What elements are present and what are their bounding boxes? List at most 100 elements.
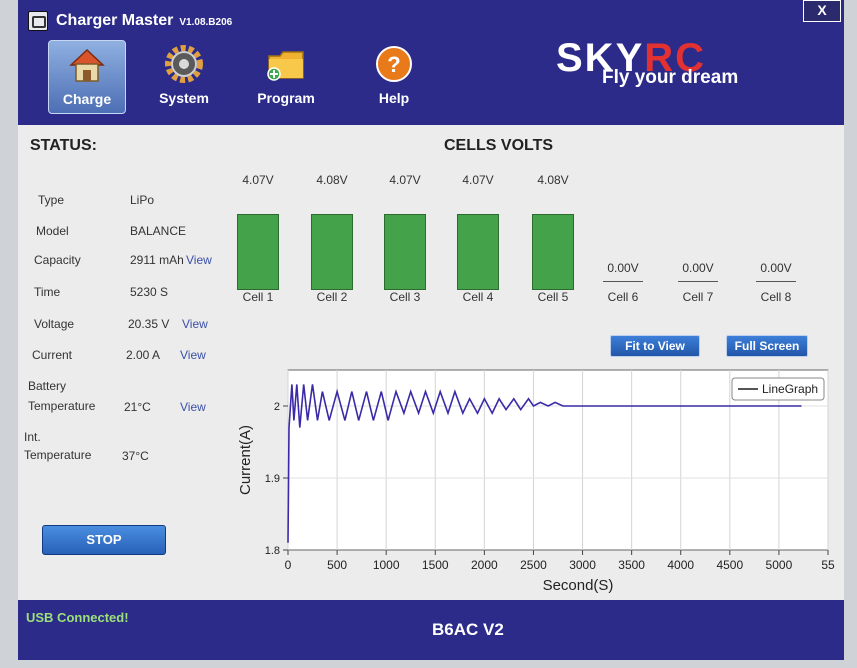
nav-help-label: Help [378,90,410,106]
app-title-text: Charger Master [56,12,174,29]
brand-slogan: Fly your dream [602,67,739,88]
cell-5-voltage: 4.08V [537,173,569,187]
house-icon [69,48,105,82]
nav-charge-button[interactable]: Charge [48,40,126,114]
y-axis-label: Current(A) [237,425,254,495]
usb-status: USB Connected! [26,610,129,625]
current-value: 2.00 A [126,348,161,362]
x-tick-label: 1000 [373,558,400,572]
x-tick-label: 3000 [569,558,596,572]
cell-8-label: Cell 8 [760,290,792,304]
mode-label: Model [36,224,69,238]
cell-3-bar [384,214,426,290]
nav-program-label: Program [257,90,315,106]
help-icon: ? [376,46,412,82]
x-tick-label: 2500 [520,558,547,572]
app-window: Charger Master V1.08.B206 X Charge System… [18,0,844,660]
app-version: V1.08.B206 [179,17,233,28]
cell-2-voltage: 4.08V [316,173,348,187]
x-tick-label: 4500 [716,558,743,572]
y-tick-label: 1.9 [265,473,280,485]
title-bar: Charger Master V1.08.B206 X [18,0,844,38]
type-value: LiPo [130,193,155,207]
battery-temp-value: 21°C [124,400,151,414]
legend-label: LineGraph [762,382,818,396]
cell-4-voltage: 4.07V [462,173,494,187]
cell-3-label: Cell 3 [389,290,421,304]
cell-7-label: Cell 7 [682,290,714,304]
cell-8-empty-line [756,281,796,282]
x-tick-label: 4000 [667,558,694,572]
current-label: Current [32,348,73,362]
cell-6-label: Cell 6 [607,290,639,304]
x-tick-label: 55 [821,558,835,572]
nav-system-button[interactable]: System [146,40,222,112]
nav-program-button[interactable]: Program [248,40,324,112]
folder-icon [267,51,304,81]
status-title: STATUS: [30,137,97,154]
capacity-value: 2911 mAh [130,253,184,267]
cell-4-bar [457,214,499,290]
fit-to-view-button[interactable]: Fit to View [610,335,700,357]
x-tick-label: 500 [327,558,347,572]
cell-4-label: Cell 4 [462,290,494,304]
cell-5-label: Cell 5 [537,290,569,304]
x-tick-label: 1500 [422,558,449,572]
battery-temp-label-line2: Temperature [28,399,96,413]
app-title: Charger Master V1.08.B206 [56,12,232,30]
nav-help-button[interactable]: ? Help [356,40,432,112]
svg-text:?: ? [387,52,400,77]
int-temp-label-line2: Temperature [24,448,92,462]
cells-volts-title: CELLS VOLTS [444,137,554,154]
cell-2-label: Cell 2 [316,290,348,304]
status-bar: USB Connected! B6AC V2 [18,600,844,660]
charger-model: B6AC V2 [432,620,504,639]
cell-3-voltage: 4.07V [389,173,421,187]
cell-5-bar [532,214,574,290]
int-temp-value: 37°C [122,449,149,463]
battery-temp-label-line1: Battery [28,379,67,393]
stop-button[interactable]: STOP [42,525,166,555]
x-tick-label: 3500 [618,558,645,572]
x-tick-label: 0 [285,558,292,572]
brand-rc: RC [644,36,707,80]
x-tick-label: 5000 [766,558,793,572]
full-screen-button[interactable]: Full Screen [726,335,808,357]
cell-8-voltage: 0.00V [760,261,792,275]
time-value: 5230 S [130,285,169,299]
gear-icon [165,45,203,83]
voltage-view-link[interactable]: View [182,317,208,331]
cell-7-voltage: 0.00V [682,261,714,275]
battery-temp-view-link[interactable]: View [180,400,206,414]
y-tick-label: 2 [274,401,280,413]
nav-charge-label: Charge [62,91,112,107]
cell-6-empty-line [603,281,643,282]
cell-6-voltage: 0.00V [607,261,639,275]
int-temp-label-line1: Int. [24,430,41,444]
main-panel: STATUS: Type LiPo Model BALANCE Capacity… [18,125,844,600]
x-axis-label: Second(S) [543,577,614,594]
close-button[interactable]: X [803,0,841,22]
y-tick-label: 1.8 [265,545,280,557]
brand-sky: SKY [556,36,645,80]
cell-1-label: Cell 1 [242,290,274,304]
time-label: Time [34,285,61,299]
app-icon [28,11,48,31]
cell-1-bar [237,214,279,290]
voltage-label: Voltage [34,317,75,331]
cell-1-voltage: 4.07V [242,173,274,187]
current-series-line [287,384,802,543]
nav-system-label: System [159,90,209,106]
type-label: Type [38,193,65,207]
cell-7-empty-line [678,281,718,282]
capacity-view-link[interactable]: View [186,253,212,267]
legend-box [731,377,825,401]
current-line-chart: 0 500 1000 1500 2000 2500 3000 3500 4000 4500 5000… [237,369,835,594]
current-view-link[interactable]: View [180,348,206,362]
mode-value: BALANCE [130,224,187,238]
cell-2-bar [311,214,353,290]
capacity-label: Capacity [34,253,81,267]
x-tick-label: 2000 [471,558,498,572]
brand-logo: SKYRC [556,36,706,81]
voltage-value: 20.35 V [128,317,170,331]
